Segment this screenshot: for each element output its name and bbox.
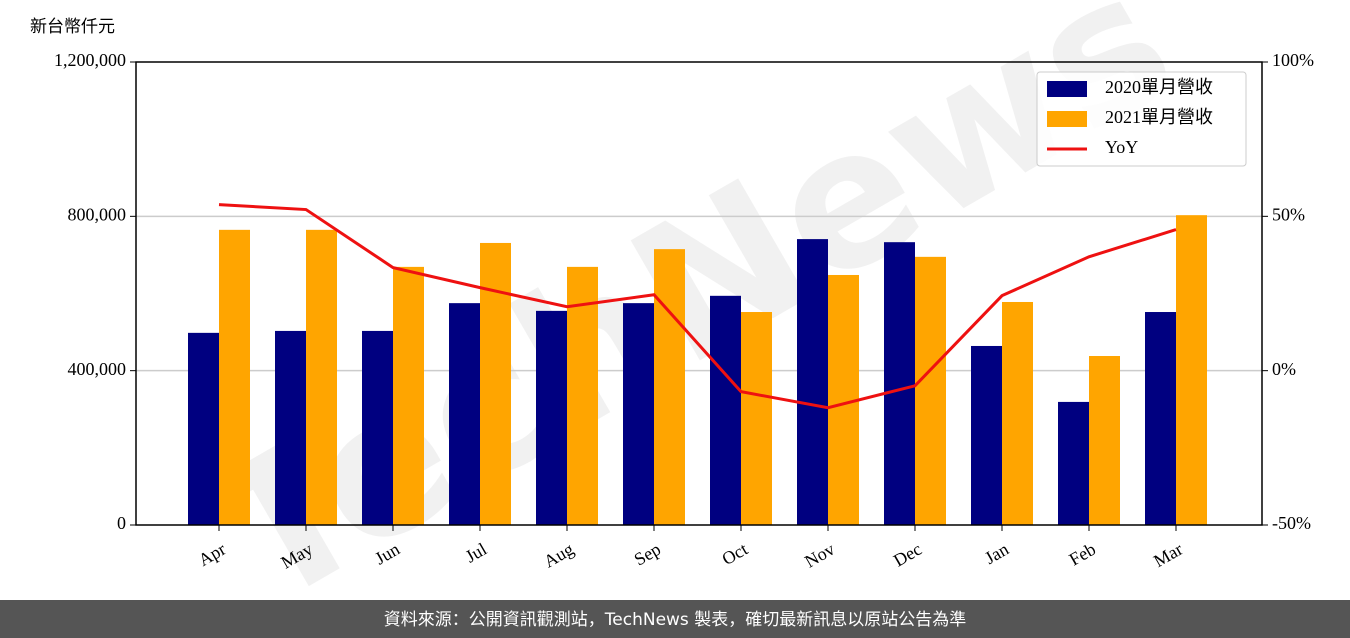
bar	[306, 229, 337, 525]
footer-bar	[0, 600, 1350, 638]
y2-tick-label: 0%	[1272, 359, 1296, 379]
bar	[1002, 301, 1033, 525]
bar	[1145, 312, 1176, 525]
bar	[536, 310, 567, 525]
bar	[188, 332, 219, 525]
bar	[623, 303, 654, 525]
bar	[971, 345, 1002, 525]
bar	[1176, 215, 1207, 525]
x-tick-label: Sep	[631, 539, 664, 570]
y2-tick-label: 50%	[1272, 204, 1305, 224]
yoy-line	[218, 203, 1177, 410]
bar	[884, 242, 915, 525]
x-tick-label: Mar	[1150, 539, 1186, 571]
legend-label: 2021單月營收	[1105, 107, 1213, 127]
x-tick-label: Aug	[540, 539, 577, 572]
y-tick-label: 1,200,000	[54, 50, 126, 70]
y-tick-label: 800,000	[68, 204, 127, 224]
legend-label: YoY	[1105, 137, 1138, 157]
plot-frame	[135, 61, 1263, 526]
bar	[1089, 356, 1120, 525]
x-tick-label: Nov	[801, 539, 838, 572]
legend-box	[1036, 71, 1247, 167]
y2-tick-label: -50%	[1272, 513, 1311, 533]
legend-swatch	[1047, 111, 1087, 127]
y2-tick-label: 100%	[1272, 50, 1314, 70]
y-tick-label: 0	[117, 513, 126, 533]
bar	[654, 249, 685, 526]
legend-swatch	[1047, 81, 1087, 97]
x-tick-label: Oct	[719, 539, 752, 569]
legend-label: 2020單月營收	[1105, 77, 1213, 97]
bar	[741, 312, 772, 525]
bar	[275, 330, 306, 525]
bar	[449, 303, 480, 525]
bar	[797, 239, 828, 525]
footer-text: 資料來源：公開資訊觀測站，TechNews 製表，確切最新訊息以原站公告為準	[384, 610, 966, 630]
bar	[710, 295, 741, 525]
y-tick-label: 400,000	[68, 359, 127, 379]
bar	[567, 266, 598, 525]
y-axis-label: 新台幣仟元	[30, 17, 115, 37]
x-tick-label: Feb	[1066, 539, 1099, 570]
bar	[362, 330, 393, 525]
bar	[915, 256, 946, 525]
x-tick-label: Jan	[981, 539, 1012, 568]
bar	[480, 242, 511, 526]
bar	[393, 266, 424, 525]
bar	[1058, 401, 1089, 525]
x-tick-label: Apr	[195, 539, 229, 570]
x-tick-label: Dec	[890, 539, 925, 571]
bar	[219, 229, 250, 525]
